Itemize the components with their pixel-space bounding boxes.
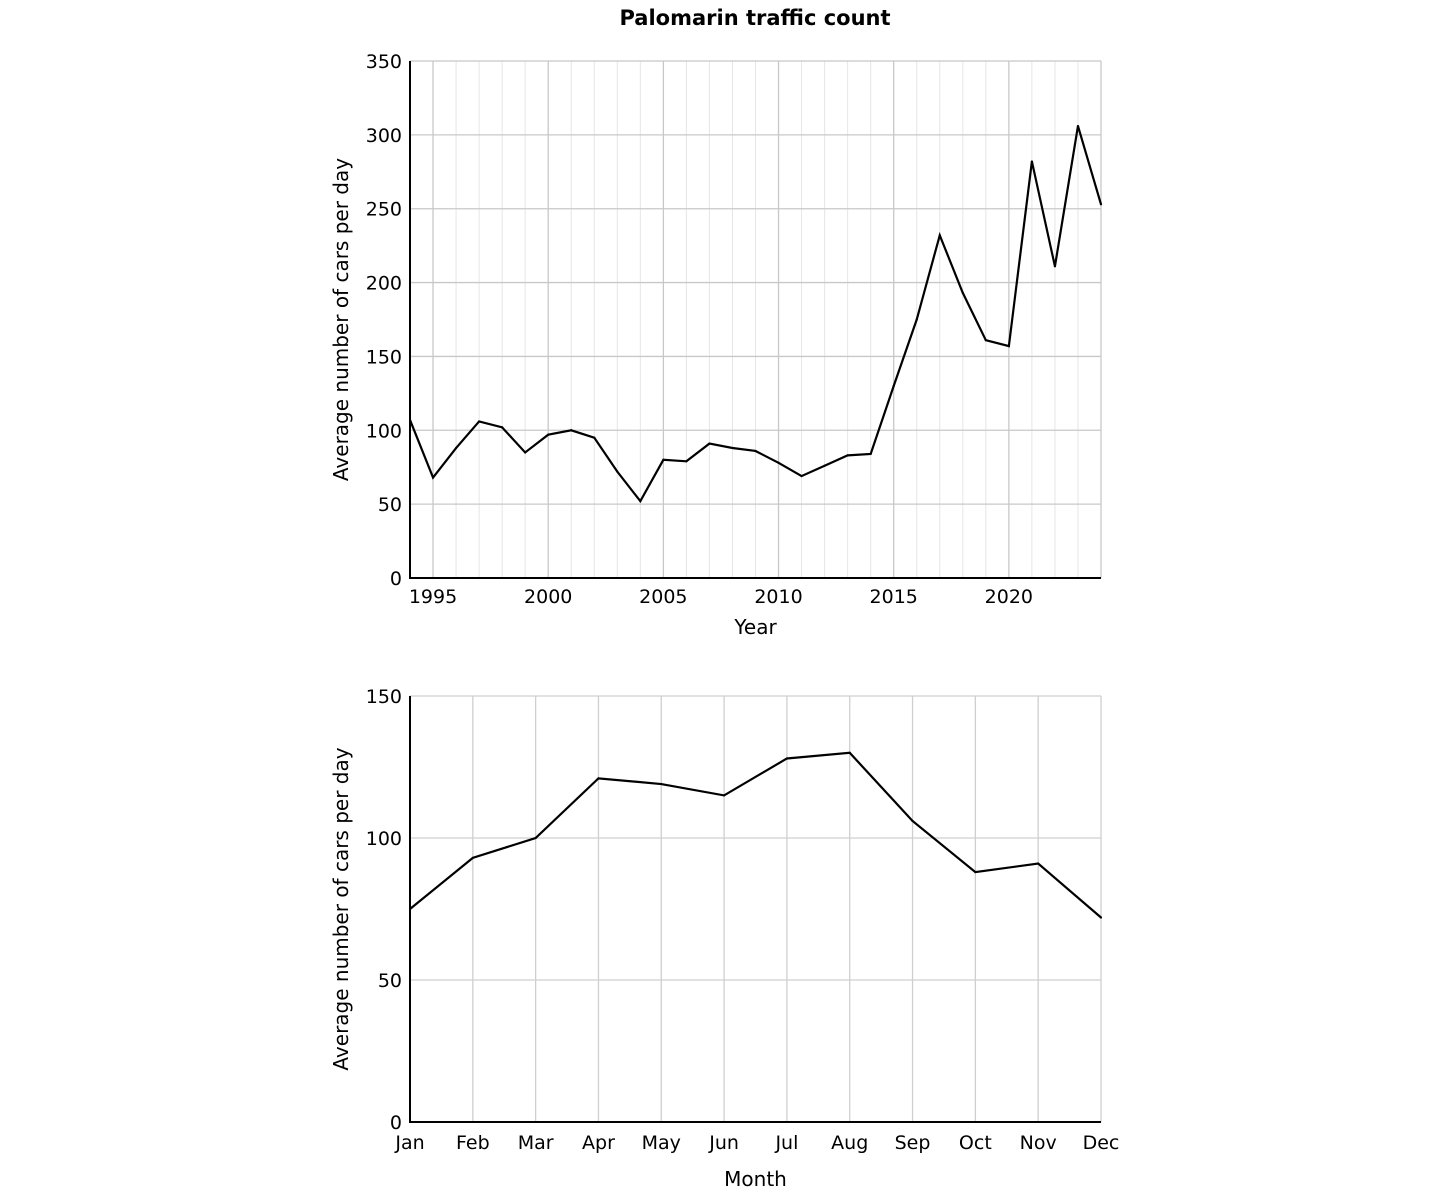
y-tick-label: 0	[390, 568, 402, 590]
x-axis-label: Month	[724, 1167, 787, 1191]
data-point	[597, 777, 600, 780]
data-point	[660, 782, 663, 786]
data-point	[911, 819, 914, 823]
data-point	[777, 461, 780, 464]
plot-yearly: 0 50 100 150 200 250 300 350 1995 2000 2005 2010 201…	[329, 51, 1103, 639]
x-tick-label: Dec	[1083, 1132, 1120, 1154]
y-axis-label: Average number of cars per day	[329, 747, 353, 1070]
data-point	[570, 429, 573, 432]
y-tick-label: 50	[378, 970, 402, 992]
data-point	[1030, 160, 1033, 163]
x-tick-label: 2000	[524, 586, 572, 608]
data-point	[1099, 203, 1103, 206]
data-point	[1053, 265, 1057, 268]
x-tick-label: 2010	[754, 586, 802, 608]
y-tick-label: 300	[366, 125, 402, 147]
x-tick-label: Jul	[774, 1132, 798, 1154]
x-tick-label: May	[642, 1132, 681, 1154]
x-tick-label: Jun	[708, 1132, 739, 1154]
x-tick-label: Apr	[582, 1132, 615, 1154]
data-point	[708, 442, 711, 445]
data-point	[800, 474, 803, 478]
data-point	[478, 420, 481, 423]
data-point	[408, 418, 412, 422]
y-tick-label: 0	[390, 1112, 402, 1134]
y-tick-label: 100	[366, 828, 402, 850]
data-point	[961, 291, 964, 295]
data-point	[471, 856, 474, 859]
data-point	[524, 451, 527, 454]
data-point	[685, 460, 688, 463]
y-tick-label: 150	[366, 346, 402, 368]
data-point	[616, 470, 619, 473]
data-point	[547, 433, 550, 436]
y-tick-label: 50	[378, 494, 402, 516]
x-tick-label: Mar	[518, 1132, 554, 1154]
x-tick-label: Aug	[831, 1132, 868, 1154]
x-tick-label: 1995	[409, 586, 457, 608]
data-point	[431, 476, 435, 479]
data-point	[754, 449, 757, 453]
x-axis-label: Year	[733, 615, 777, 639]
data-point	[662, 458, 665, 461]
data-point	[915, 318, 918, 321]
y-axis-label: Average number of cars per day	[329, 158, 353, 481]
data-point	[938, 234, 941, 237]
data-point	[848, 751, 851, 754]
figure-title: Palomarin traffic count	[619, 6, 891, 30]
data-point	[785, 757, 789, 760]
y-tick-label: 350	[366, 51, 402, 73]
data-point	[846, 454, 849, 457]
data-point	[823, 464, 826, 467]
x-tick-label: 2015	[870, 586, 918, 608]
series-line-monthly	[409, 751, 1102, 919]
data-point	[593, 436, 596, 439]
data-point	[974, 870, 977, 874]
data-point	[639, 500, 642, 503]
x-tick-label: 2020	[985, 586, 1033, 608]
x-tick-label: Sep	[895, 1132, 931, 1154]
y-tick-label: 200	[366, 273, 402, 295]
data-point	[501, 426, 504, 429]
data-point	[722, 794, 726, 797]
data-point	[984, 339, 987, 342]
data-point	[892, 384, 895, 388]
data-point	[1007, 344, 1010, 348]
x-tick-label: Jan	[394, 1132, 424, 1154]
x-tick-label: Oct	[959, 1132, 992, 1154]
data-point	[1037, 862, 1040, 865]
data-point	[408, 907, 412, 911]
data-point	[534, 836, 537, 840]
x-tick-label: Feb	[456, 1132, 490, 1154]
data-point	[454, 446, 458, 450]
data-point	[1099, 916, 1103, 919]
y-tick-label: 100	[366, 420, 402, 442]
plot-monthly: 0 50 100 150 Jan Feb Mar Apr May Jun Jul Aug Sep Oct N…	[329, 686, 1119, 1191]
x-tick-label: Nov	[1020, 1132, 1057, 1154]
data-point	[1076, 124, 1080, 128]
y-tick-label: 250	[366, 199, 402, 221]
y-tick-label: 150	[366, 686, 402, 708]
data-point	[731, 446, 734, 450]
x-tick-label: 2005	[639, 586, 687, 608]
data-point	[869, 452, 872, 456]
